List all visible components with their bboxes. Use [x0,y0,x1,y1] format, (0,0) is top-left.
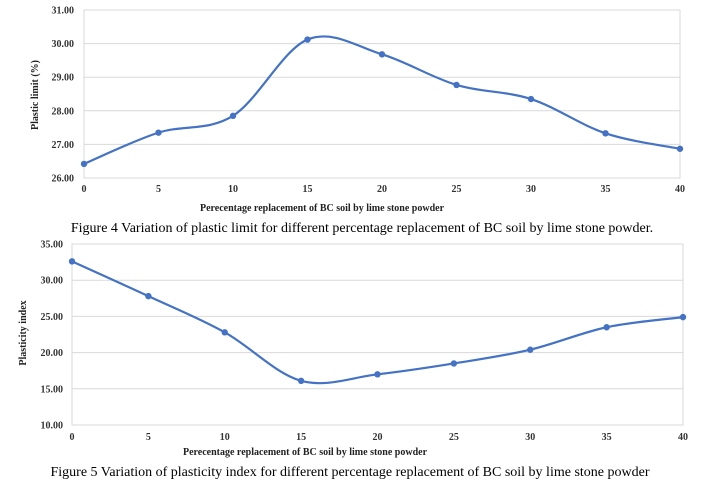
x-axis-title: Perecentage replacement of BC soil by li… [200,203,445,214]
data-point [80,160,88,168]
x-tick-label: 5 [146,432,151,443]
x-tick-label: 10 [228,184,238,195]
x-tick-label: 0 [70,432,75,443]
x-tick-label: 30 [526,184,536,195]
data-point [679,313,687,321]
y-tick-label: 31.00 [52,6,75,17]
data-point [676,145,684,152]
plot-area-frame [83,9,681,179]
data-point [229,112,237,120]
x-tick-label: 20 [377,184,387,195]
x-tick-label: 10 [220,432,230,443]
y-tick-label: 20.00 [41,348,64,359]
x-tick-label: 35 [602,432,612,443]
figure-caption: Figure 4 Variation of plastic limit for … [71,221,653,236]
data-point [527,95,535,103]
y-tick-label: 35.00 [41,240,64,251]
data-point [304,36,311,43]
data-point [378,51,386,58]
x-tick-label: 30 [525,432,535,443]
y-tick-label: 28.00 [52,106,75,117]
y-tick-label: 30.00 [41,276,64,287]
data-point [145,292,152,300]
x-tick-label: 5 [156,184,161,195]
data-point [221,329,228,336]
data-point [68,258,76,265]
plasticity-index-chart: 10.00 15.00 20.00 25.00 30.00 35.00 0 5 10 15 20 25… [18,240,688,481]
data-point [603,324,610,331]
x-tick-label: 25 [452,184,462,195]
data-point [602,130,609,137]
plastic-limit-chart: 26.00 27.00 28.00 29.00 30.00 31.00 0 5 10 15 20 25… [30,6,685,237]
y-tick-label: 30.00 [52,39,75,50]
plot-area-frame [71,243,684,426]
x-tick-label: 0 [82,184,87,195]
y-axis-title: Plastic limit (%) [30,60,41,130]
y-tick-label: 29.00 [52,73,75,84]
x-tick-label: 15 [303,184,313,195]
data-point [453,81,460,89]
x-tick-label: 20 [373,432,383,443]
data-point [450,360,458,367]
x-tick-label: 35 [601,184,611,195]
y-tick-label: 27.00 [52,140,75,151]
data-point [297,377,305,385]
x-tick-label: 15 [296,432,306,443]
y-tick-label: 15.00 [41,384,64,395]
x-tick-label: 40 [678,432,688,443]
data-point [527,346,534,353]
plasticity-index-series-line [71,260,684,385]
y-axis-title: Plasticity index [18,300,29,365]
y-tick-label: 25.00 [41,312,64,323]
x-axis-title: Perecentage replacement of BC soil by li… [183,447,428,458]
data-point [374,371,381,378]
x-tick-label: 40 [675,184,685,195]
y-tick-label: 10.00 [41,421,64,432]
x-tick-label: 25 [449,432,459,443]
figure-caption: Figure 5 Variation of plasticity index f… [51,465,650,480]
y-tick-label: 26.00 [52,174,75,185]
data-point [155,129,162,136]
